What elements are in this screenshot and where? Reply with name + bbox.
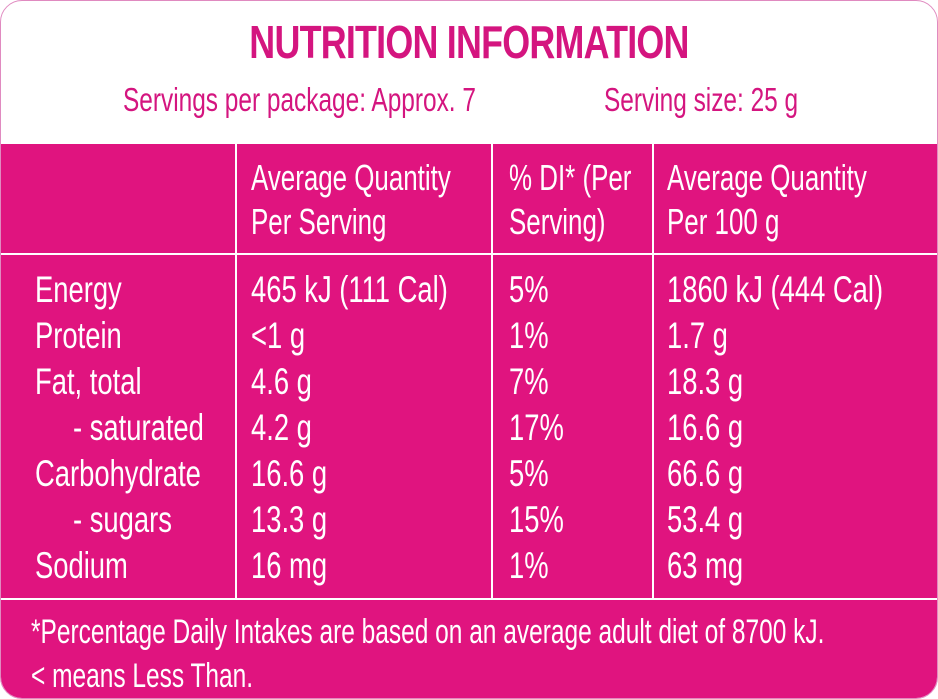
per-serving-value: 4.6 g xyxy=(251,361,312,402)
per-100g-value: 66.6 g xyxy=(667,453,744,494)
per-100g-value: 18.3 g xyxy=(667,361,744,402)
column-divider xyxy=(491,144,493,600)
column-divider xyxy=(235,144,237,600)
header-divider xyxy=(1,253,937,255)
nutrient-label: - sugars xyxy=(73,499,172,540)
header-per-serving-line1: Average Quantity xyxy=(251,157,451,198)
di-value: 17% xyxy=(509,407,564,448)
nutrition-table: Average Quantity Per Serving % DI* (Per … xyxy=(1,144,937,698)
per-serving-value: 16 mg xyxy=(251,545,328,586)
di-value: 1% xyxy=(509,545,549,586)
header-per-serving-line2: Per Serving xyxy=(251,201,387,242)
per-100g-value: 1.7 g xyxy=(667,315,728,356)
header-per-100g-line2: Per 100 g xyxy=(667,201,780,242)
nutrient-label: Protein xyxy=(35,315,122,356)
nutrient-label: Fat, total xyxy=(35,361,142,402)
nutrient-label: Sodium xyxy=(35,545,128,586)
header-di-line1: % DI* (Per xyxy=(509,157,632,198)
per-serving-value: 4.2 g xyxy=(251,407,312,448)
per-100g-value: 63 mg xyxy=(667,545,744,586)
di-value: 5% xyxy=(509,269,549,310)
per-serving-value: 13.3 g xyxy=(251,499,328,540)
footnote-divider xyxy=(1,598,937,600)
nutrient-label: Energy xyxy=(35,269,122,310)
nutrient-label: Carbohydrate xyxy=(35,453,201,494)
serving-size: Serving size: 25 g xyxy=(604,81,799,118)
di-value: 7% xyxy=(509,361,549,402)
di-value: 1% xyxy=(509,315,549,356)
per-100g-value: 16.6 g xyxy=(667,407,744,448)
column-divider xyxy=(652,144,654,600)
di-value: 5% xyxy=(509,453,549,494)
nutrient-label: - saturated xyxy=(73,407,204,448)
header-di-line2: Serving) xyxy=(509,201,606,242)
header-per-100g-line1: Average Quantity xyxy=(667,157,867,198)
di-value: 15% xyxy=(509,499,564,540)
footnote-di: *Percentage Daily Intakes are based on a… xyxy=(31,613,825,651)
per-serving-value: 465 kJ (111 Cal) xyxy=(251,269,448,310)
per-serving-value: 16.6 g xyxy=(251,453,328,494)
footnote-less-than: < means Less Than. xyxy=(31,657,254,695)
per-100g-value: 1860 kJ (444 Cal) xyxy=(667,269,884,310)
panel-title: NUTRITION INFORMATION xyxy=(249,16,689,68)
servings-per-package: Servings per package: Approx. 7 xyxy=(123,81,476,118)
per-serving-value: <1 g xyxy=(251,315,306,356)
per-100g-value: 53.4 g xyxy=(667,499,744,540)
